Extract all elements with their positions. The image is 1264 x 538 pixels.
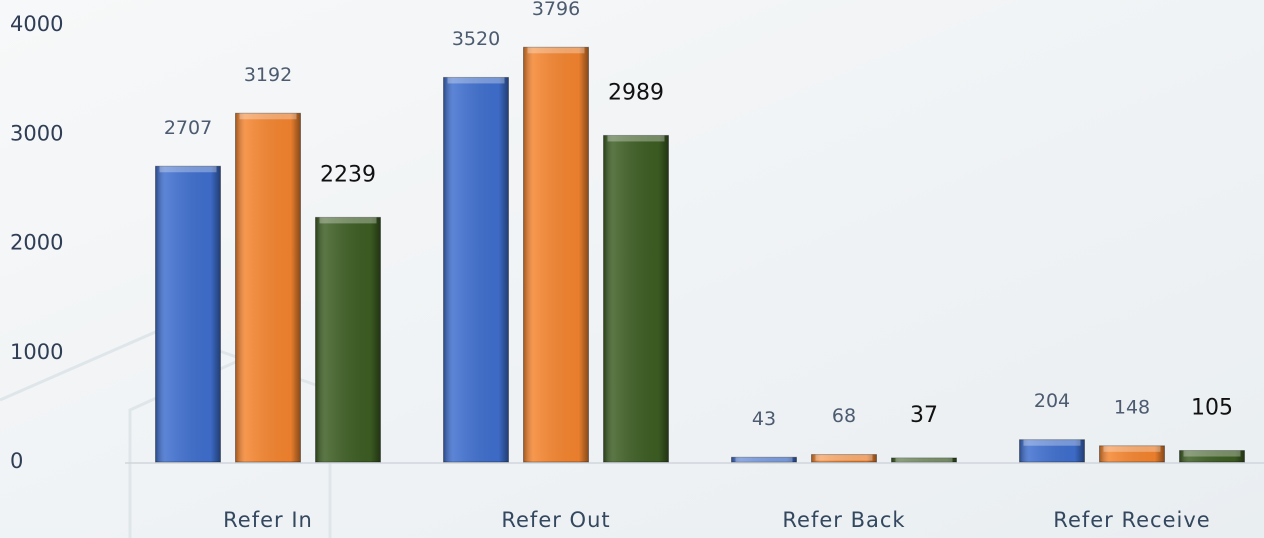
x-tick-label: Refer Out <box>501 508 610 532</box>
bar-bevel <box>607 135 665 142</box>
bar-bevel <box>735 457 793 462</box>
bar-bevel <box>1183 450 1241 457</box>
bar-bevel <box>447 77 505 84</box>
bar-bevel <box>527 47 585 54</box>
x-tick-label: Refer In <box>223 508 313 532</box>
x-tick-label: Refer Back <box>782 508 905 532</box>
value-label: 105 <box>1191 396 1233 421</box>
value-label: 2707 <box>164 117 212 139</box>
value-label: 3192 <box>244 64 292 86</box>
bar-bevel <box>159 166 217 173</box>
value-label: 68 <box>832 405 856 427</box>
y-tick-label: 2000 <box>10 231 63 255</box>
bar-bevel <box>1103 445 1161 452</box>
bar-bevel <box>239 113 297 120</box>
bar <box>315 216 381 463</box>
value-label: 204 <box>1034 390 1070 412</box>
bar <box>155 165 221 463</box>
bar-bevel <box>1023 439 1081 446</box>
value-label: 148 <box>1114 396 1150 418</box>
bar <box>443 76 509 463</box>
value-label: 43 <box>752 408 776 430</box>
value-label: 2239 <box>320 162 376 187</box>
bar-bevel <box>815 454 873 461</box>
value-label: 2989 <box>608 80 664 105</box>
bar <box>523 46 589 463</box>
y-tick-label: 4000 <box>10 12 63 36</box>
bar <box>235 112 301 463</box>
y-tick-label: 0 <box>10 449 23 473</box>
x-tick-label: Refer Receive <box>1053 508 1210 532</box>
y-tick-label: 3000 <box>10 121 63 145</box>
value-label: 3520 <box>452 28 500 50</box>
bar-bevel <box>319 217 377 224</box>
y-tick-label: 1000 <box>10 340 63 364</box>
value-label: 3796 <box>532 0 580 20</box>
value-label: 37 <box>910 403 938 428</box>
bar-bevel <box>895 457 953 462</box>
bar <box>603 134 669 463</box>
